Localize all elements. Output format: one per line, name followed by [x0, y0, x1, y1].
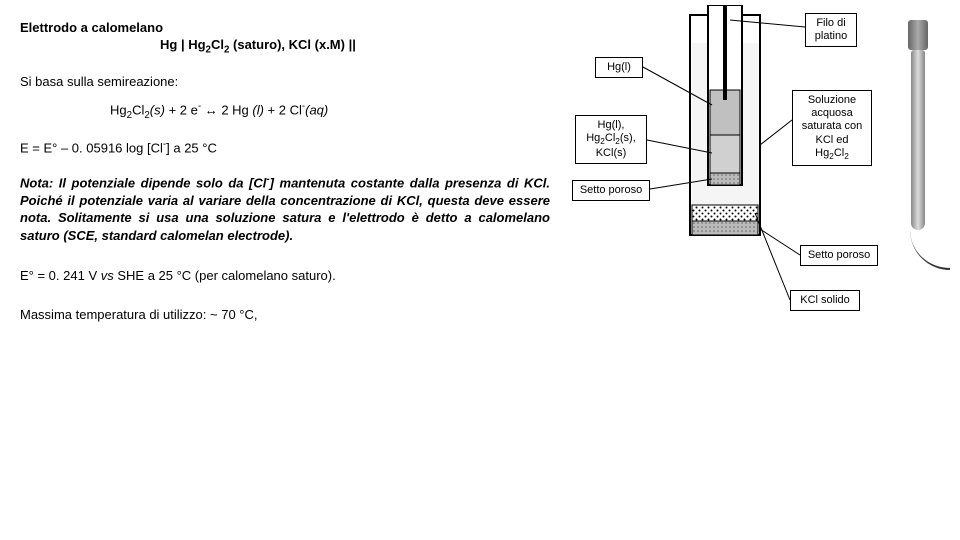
- label-solution: Soluzione acquosa saturata con KCl ed Hg…: [792, 90, 872, 166]
- half-reaction: Hg2Cl2(s) + 2 e- ↔ 2 Hg (l) + 2 Cl-(aq): [110, 101, 550, 121]
- max-temperature: Massima temperatura di utilizzo: ~ 70 °C…: [20, 307, 550, 322]
- label-porous-septum-2: Setto poroso: [800, 245, 878, 266]
- label-porous-septum-1: Setto poroso: [572, 180, 650, 201]
- note-text: Nota: Il potenziale dipende solo da [Cl-…: [20, 173, 550, 245]
- semireaction-intro: Si basa sulla semireazione:: [20, 74, 550, 89]
- nernst-equation: E = E° – 0. 05916 log [Cl-] a 25 °C: [20, 139, 550, 155]
- standard-potential: E° = 0. 241 V vs SHE a 25 °C (per calome…: [20, 268, 550, 283]
- cell-notation: Hg | Hg2Cl2 (saturo), KCl (x.M) ||: [160, 37, 550, 56]
- electrode-title: Elettrodo a calomelano: [20, 20, 550, 35]
- label-platinum-wire: Filo diplatino: [805, 13, 857, 47]
- electrode-diagram: Hg(l) Filo diplatino Hg(l),Hg2Cl2(s),KCl…: [560, 5, 880, 305]
- label-hg-liquid: Hg(l): [595, 57, 643, 78]
- label-solid-kcl: KCl solido: [790, 290, 860, 311]
- electrode-photo: [890, 20, 945, 280]
- label-mixture: Hg(l),Hg2Cl2(s),KCl(s): [575, 115, 647, 164]
